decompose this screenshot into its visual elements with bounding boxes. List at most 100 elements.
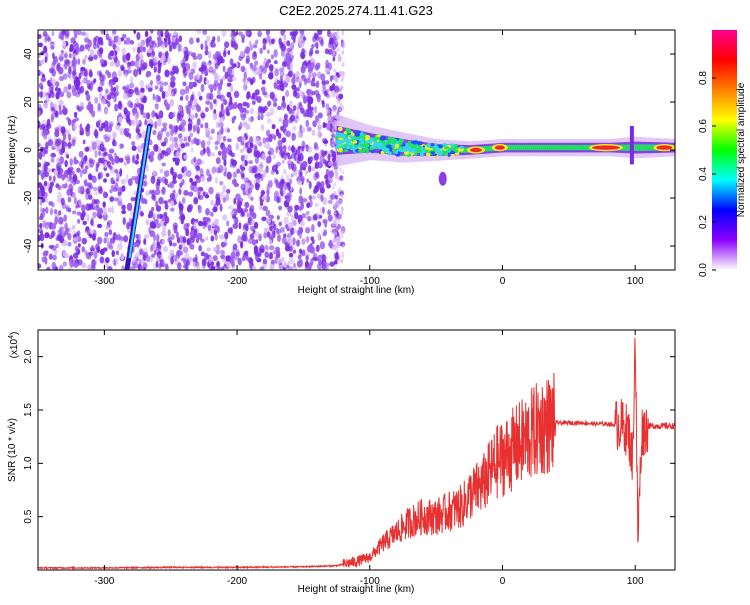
- noise-cell: [226, 138, 232, 143]
- band-speckle: [359, 149, 366, 154]
- noise-cell: [121, 47, 127, 55]
- noise-cell: [70, 63, 76, 68]
- noise-cell: [262, 205, 268, 212]
- noise-cell: [142, 46, 146, 53]
- noise-cell: [232, 76, 237, 81]
- band-core: [567, 144, 570, 151]
- noise-cell: [257, 105, 263, 113]
- noise-cell: [327, 115, 332, 121]
- noise-cell: [164, 136, 168, 145]
- noise-cell: [155, 260, 159, 268]
- colorbar-ticks: 0.0 0.2 0.4 0.6 0.8: [698, 71, 716, 277]
- noise-cell: [76, 104, 80, 111]
- noise-cell: [127, 178, 133, 187]
- noise-cell: [213, 99, 217, 104]
- noise-cell: [164, 263, 169, 269]
- noise-cell: [104, 124, 109, 132]
- noise-cell: [133, 30, 137, 35]
- noise-cell: [324, 48, 330, 55]
- noise-cell: [284, 75, 291, 84]
- noise-cell: [182, 236, 187, 244]
- noise-cell: [318, 36, 324, 45]
- noise-cell: [317, 254, 323, 260]
- band-speckle: [394, 150, 399, 155]
- noise-cell: [229, 96, 233, 105]
- band-core: [639, 144, 642, 151]
- noise-cell: [82, 220, 87, 226]
- noise-cell: [161, 43, 165, 49]
- noise-cell: [105, 33, 110, 41]
- noise-cell: [89, 203, 94, 209]
- noise-cell: [235, 142, 240, 151]
- noise-cell: [188, 37, 194, 45]
- noise-cell: [238, 105, 244, 113]
- noise-cell: [173, 225, 178, 234]
- noise-cell: [64, 160, 68, 168]
- noise-cell: [239, 50, 245, 58]
- noise-cell: [338, 101, 342, 106]
- noise-cell: [219, 180, 224, 186]
- noise-cell: [339, 107, 342, 112]
- band-speckle: [364, 143, 370, 148]
- noise-cell: [323, 174, 329, 180]
- noise-cell: [78, 198, 82, 207]
- noise-cell: [290, 160, 294, 169]
- noise-cell: [287, 145, 292, 152]
- noise-cell: [271, 233, 275, 238]
- noise-cell: [282, 145, 287, 150]
- noise-cell: [286, 40, 291, 47]
- colorbar: 0.0 0.2 0.4 0.6 0.8 Normalized spectral ampl…: [698, 30, 747, 277]
- noise-cell: [56, 62, 61, 69]
- noise-cell: [279, 226, 285, 233]
- noise-cell: [322, 231, 327, 237]
- snr-scale-label: (x104): [8, 332, 20, 359]
- noise-cell: [332, 122, 335, 127]
- noise-cell: [149, 230, 155, 238]
- noise-cell: [276, 234, 281, 243]
- noise-cell: [88, 56, 94, 61]
- noise-cell: [67, 196, 72, 203]
- noise-cell: [87, 39, 93, 48]
- noise-cell: [272, 102, 278, 108]
- noise-cell: [103, 237, 107, 244]
- noise-cell: [119, 127, 125, 136]
- noise-cell: [54, 127, 60, 132]
- noise-cell: [151, 110, 156, 118]
- spectrogram-noise-cells: [38, 30, 346, 270]
- noise-cell: [341, 177, 345, 182]
- noise-cell: [76, 30, 82, 36]
- noise-cell: [289, 31, 293, 37]
- noise-cell: [249, 43, 254, 52]
- noise-cell: [280, 151, 285, 159]
- noise-cell: [109, 196, 115, 202]
- noise-cell: [287, 205, 293, 213]
- noise-cell: [73, 196, 77, 205]
- noise-cell: [130, 196, 136, 202]
- noise-cell: [336, 204, 339, 209]
- noise-cell: [38, 142, 41, 148]
- noise-cell: [332, 231, 336, 236]
- band-core: [364, 136, 367, 149]
- noise-cell: [280, 106, 285, 111]
- noise-cell: [47, 266, 51, 270]
- noise-cell: [50, 152, 56, 158]
- noise-cell: [119, 143, 124, 149]
- noise-cell: [285, 52, 292, 60]
- band-core: [625, 144, 628, 151]
- noise-cell: [265, 156, 271, 164]
- band-core: [521, 144, 524, 151]
- band-speckle: [364, 134, 371, 139]
- band-speckle: [420, 146, 424, 150]
- noise-cell: [223, 263, 227, 268]
- noise-cell: [233, 31, 238, 37]
- noise-cell: [304, 170, 309, 175]
- noise-cell: [117, 69, 123, 78]
- noise-cell: [109, 92, 116, 99]
- noise-cell: [198, 95, 203, 101]
- noise-cell: [150, 30, 154, 34]
- band-core: [579, 144, 582, 151]
- x-tick-label: -100: [360, 576, 380, 587]
- noise-cell: [287, 183, 291, 191]
- noise-cell: [340, 259, 344, 264]
- noise-cell: [246, 147, 252, 154]
